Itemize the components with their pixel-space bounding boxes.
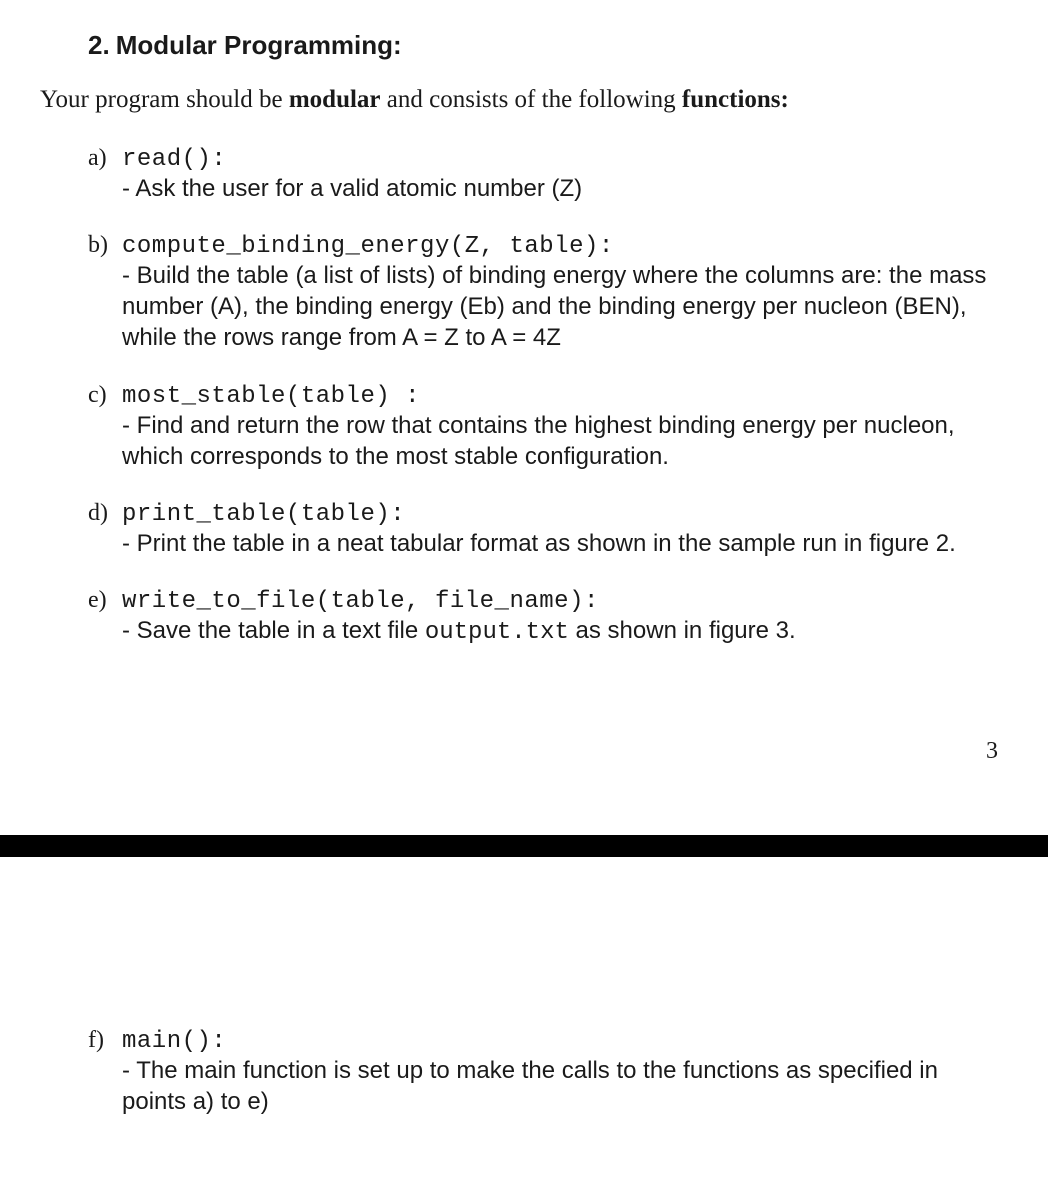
function-letter: f)	[88, 1027, 122, 1054]
function-item-write-to-file: e) write_to_file(table, file_name): - Sa…	[88, 587, 1008, 648]
function-item-main: f) main(): - The main function is set up…	[88, 1027, 1008, 1117]
intro-bold-modular: modular	[289, 86, 381, 113]
section-number: 2.	[88, 30, 110, 61]
function-signature: print_table(table):	[122, 501, 405, 528]
function-letter: b)	[88, 232, 122, 259]
function-letter: d)	[88, 500, 122, 527]
function-list: a) read(): - Ask the user for a valid at…	[88, 145, 1008, 649]
function-signature: compute_binding_energy(Z, table):	[122, 233, 614, 260]
inline-code-filename: output.txt	[425, 619, 569, 646]
function-description: - Print the table in a neat tabular form…	[122, 528, 1008, 559]
function-description: - Build the table (a list of lists) of b…	[122, 260, 1008, 354]
function-signature: most_stable(table) :	[122, 383, 420, 410]
intro-text-part: and consists of the following	[381, 86, 682, 113]
intro-text-part: Your program should be	[40, 86, 289, 113]
function-item-compute-binding-energy: b) compute_binding_energy(Z, table): - B…	[88, 232, 1008, 354]
function-description: - The main function is set up to make th…	[122, 1055, 1008, 1117]
function-letter: e)	[88, 587, 122, 614]
section-heading: 2.Modular Programming:	[88, 30, 1008, 61]
function-description: - Ask the user for a valid atomic number…	[122, 173, 1008, 204]
function-signature: read():	[122, 146, 226, 173]
intro-text: Your program should be modular and consi…	[40, 83, 1008, 117]
page-number: 3	[40, 738, 1008, 765]
function-item-most-stable: c) most_stable(table) : - Find and retur…	[88, 382, 1008, 472]
function-list-continued: f) main(): - The main function is set up…	[88, 1027, 1008, 1117]
intro-bold-functions: functions:	[682, 86, 789, 113]
function-signature: main():	[122, 1028, 226, 1055]
function-signature: write_to_file(table, file_name):	[122, 588, 599, 615]
page-break-bar	[0, 835, 1048, 857]
section-title: Modular Programming:	[116, 30, 402, 60]
function-item-print-table: d) print_table(table): - Print the table…	[88, 500, 1008, 559]
function-letter: c)	[88, 382, 122, 409]
function-description: - Find and return the row that contains …	[122, 410, 1008, 472]
function-item-read: a) read(): - Ask the user for a valid at…	[88, 145, 1008, 204]
function-letter: a)	[88, 145, 122, 172]
function-desc-part: as shown in figure 3.	[569, 617, 796, 644]
function-description: - Save the table in a text file output.t…	[122, 615, 1008, 648]
function-desc-part: - Save the table in a text file	[122, 617, 425, 644]
